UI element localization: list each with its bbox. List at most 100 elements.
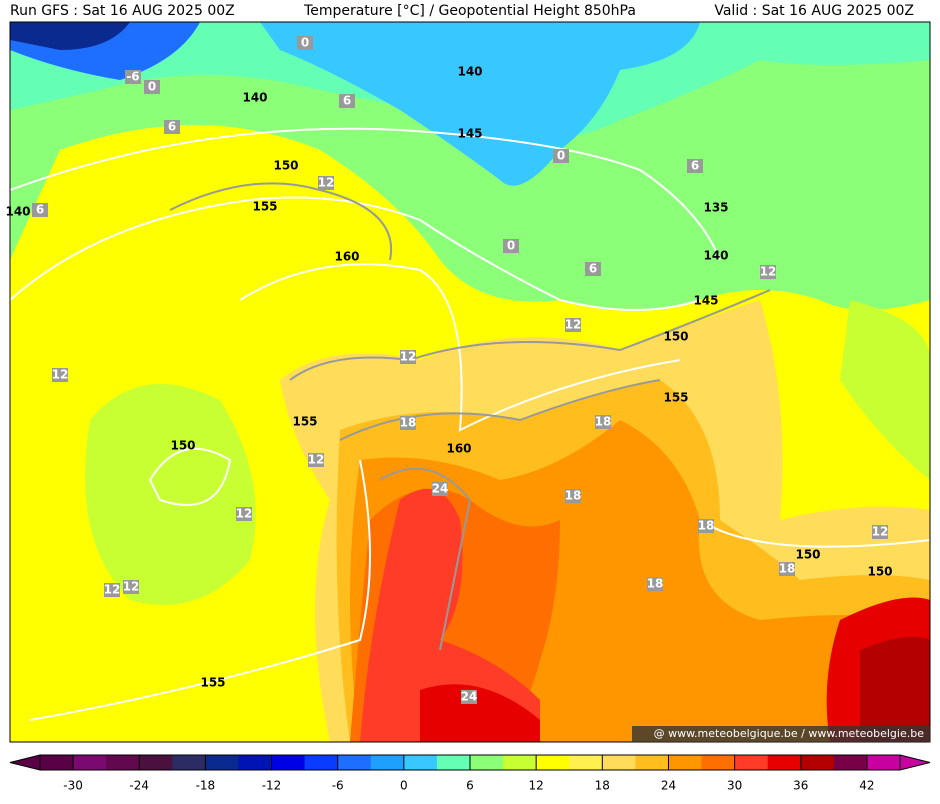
colorbar-bin <box>602 755 636 770</box>
colorbar-bin <box>205 755 239 770</box>
height-label: 150 <box>170 439 195 453</box>
colorbar-bin <box>635 755 669 770</box>
temp-label-box <box>595 415 611 429</box>
temp-label: 0 <box>148 80 156 94</box>
temp-label-box <box>565 489 581 503</box>
height-label: 145 <box>693 294 718 308</box>
temp-label-box <box>503 239 519 253</box>
colorbar-bin <box>40 755 74 770</box>
colorbar-right-arrow <box>899 754 931 771</box>
temp-label-box <box>144 80 160 94</box>
colorbar-tick-label: -30 <box>63 779 83 793</box>
colorbar-bin <box>800 755 835 770</box>
temp-label: 12 <box>104 583 121 597</box>
height-label: 150 <box>273 159 298 173</box>
temp-label-box <box>432 482 448 496</box>
height-label: 155 <box>252 200 277 214</box>
height-contours <box>10 127 930 721</box>
colorbar-bin <box>536 755 570 770</box>
colorbar-tick-label: 36 <box>793 779 808 793</box>
colorbar-tick-label: -24 <box>129 779 149 793</box>
temp-label: 6 <box>343 94 351 108</box>
temp-label-box <box>698 519 714 533</box>
temp-label: 0 <box>557 149 565 163</box>
header-right: Valid : Sat 16 AUG 2025 00Z <box>714 3 914 19</box>
temp-label: 6 <box>589 262 597 276</box>
temp-label-box <box>297 36 313 50</box>
colorbar-tick-label: 42 <box>859 779 874 793</box>
colorbar-bin <box>106 755 140 770</box>
colorbar-bin <box>370 755 405 770</box>
header-left: Run GFS : Sat 16 AUG 2025 00Z <box>10 3 235 19</box>
temp-label-box <box>125 70 141 84</box>
colorbar-bin <box>436 755 471 770</box>
colorbar-bin <box>73 755 107 770</box>
temp-label: 12 <box>318 176 335 190</box>
temp-label: 18 <box>400 416 417 430</box>
temp-label-box <box>585 262 601 276</box>
temp-label: 18 <box>595 415 612 429</box>
temp-label-box <box>687 159 703 173</box>
colorbar-bin <box>304 755 339 770</box>
colorbar-tick-label: -12 <box>262 779 282 793</box>
temp-label: 12 <box>872 525 889 539</box>
temp-label-box <box>236 507 252 521</box>
colorbar-bin <box>172 755 206 770</box>
temp-label: 0 <box>301 36 309 50</box>
colorbar-left-arrow <box>9 754 41 771</box>
height-label: 150 <box>795 548 820 562</box>
header-center: Temperature [°C] / Geopotential Height 8… <box>303 3 636 19</box>
colorbar-bin <box>238 755 273 770</box>
watermark: @ www.meteobelgique.be / www.meteobelgie… <box>654 727 925 740</box>
colorbar-bin <box>701 755 736 770</box>
temp-label: 12 <box>565 318 582 332</box>
temp-label: 12 <box>400 350 417 364</box>
height-label: 150 <box>663 330 688 344</box>
height-label: 155 <box>200 676 225 690</box>
colorbar-bin <box>403 755 438 770</box>
temp-label: 24 <box>461 690 478 704</box>
height-label: 135 <box>703 201 728 215</box>
temp-label-box <box>32 203 48 217</box>
temp-label: 12 <box>308 453 325 467</box>
height-label: 150 <box>867 565 892 579</box>
temp-label-box <box>565 318 581 332</box>
colorbar-bin <box>337 755 372 770</box>
colorbar-bin <box>734 755 769 770</box>
colorbar-tick-label: -18 <box>196 779 216 793</box>
map <box>9 21 931 743</box>
temp-label: 18 <box>565 489 582 503</box>
colorbar-bin <box>767 755 802 770</box>
temp-label: 18 <box>779 562 796 576</box>
temp-label: 0 <box>507 239 515 253</box>
temp-label-box <box>308 453 324 467</box>
colorbar-bin <box>503 755 537 770</box>
temp-label: -6 <box>126 70 139 84</box>
temp-label: 12 <box>236 507 253 521</box>
temp-label: 24 <box>432 482 449 496</box>
height-label: 140 <box>5 205 30 219</box>
temp-label-box <box>339 94 355 108</box>
temp-label-box <box>123 580 139 594</box>
temp-label-box <box>461 690 477 704</box>
temp-label-box <box>318 176 334 190</box>
temp-label: 6 <box>691 159 699 173</box>
temp-label: 6 <box>36 203 44 217</box>
colorbar-tick-label: 0 <box>400 779 408 793</box>
temp-label-box <box>760 265 776 279</box>
colorbar-bin <box>866 755 901 770</box>
temp-label: 6 <box>168 120 176 134</box>
colorbar-bin <box>569 755 603 770</box>
temp-label-box <box>779 562 795 576</box>
height-label: 160 <box>334 250 359 264</box>
height-label: 155 <box>663 391 688 405</box>
height-label: 160 <box>446 442 471 456</box>
colorbar-bin <box>470 755 504 770</box>
colorbar-bin <box>668 755 703 770</box>
colorbar-tick-label: 18 <box>595 779 610 793</box>
temp-label-box <box>553 149 569 163</box>
temp-label: 12 <box>52 368 69 382</box>
temp-label-box <box>872 525 888 539</box>
height-label: 155 <box>292 415 317 429</box>
